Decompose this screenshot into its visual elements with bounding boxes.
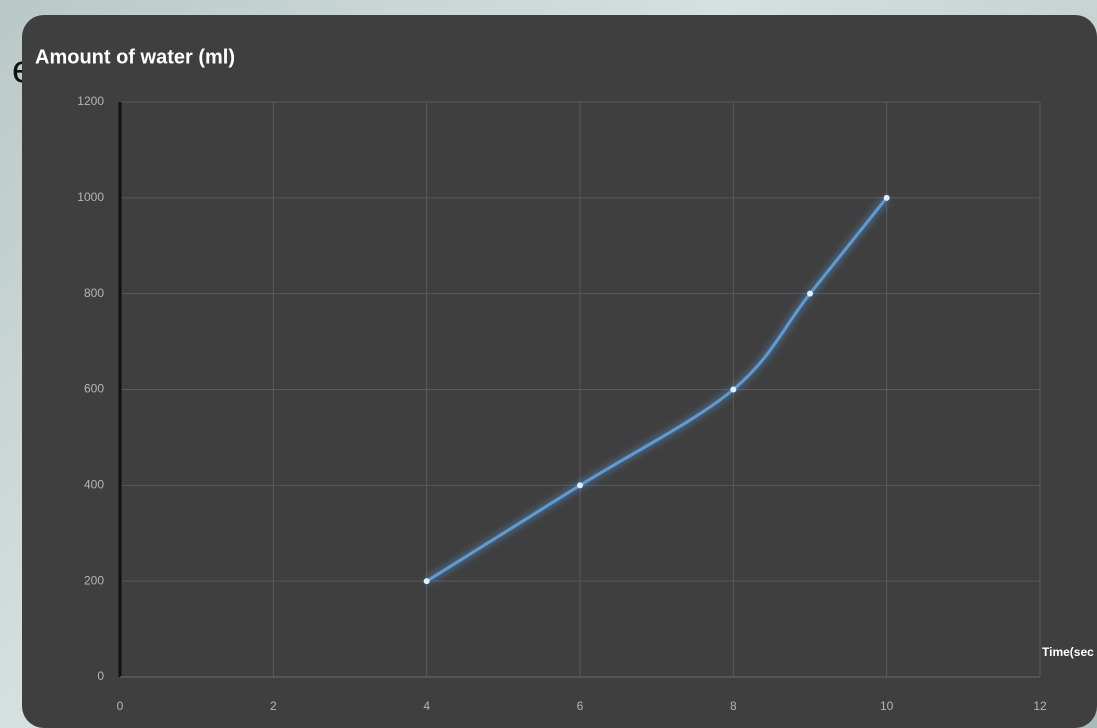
chart-title: Amount of water (ml): [35, 46, 235, 68]
chart: e 020040060080010001200024681012Time(sec…: [0, 0, 1097, 728]
data-point: [807, 291, 813, 297]
x-tick-label: 6: [577, 699, 584, 713]
x-tick-label: 2: [270, 699, 277, 713]
page: {"chart_data": {"type": "line", "title":…: [0, 0, 1097, 728]
y-tick-label: 400: [84, 478, 104, 492]
x-tick-label: 10: [880, 699, 894, 713]
data-point: [577, 482, 583, 488]
x-tick-label: 4: [423, 699, 430, 713]
chart-panel: [22, 15, 1097, 728]
data-point: [424, 578, 430, 584]
y-tick-label: 200: [84, 573, 104, 587]
data-point: [730, 387, 736, 393]
x-tick-label: 12: [1033, 699, 1047, 713]
x-axis-label: Time(sec: [1042, 645, 1094, 659]
y-tick-label: 800: [84, 286, 104, 300]
x-tick-label: 0: [117, 699, 124, 713]
y-tick-label: 1200: [77, 94, 104, 108]
data-point: [884, 195, 890, 201]
y-tick-label: 600: [84, 382, 104, 396]
y-tick-label: 1000: [77, 190, 104, 204]
y-tick-label: 0: [97, 669, 104, 683]
x-tick-label: 8: [730, 699, 737, 713]
